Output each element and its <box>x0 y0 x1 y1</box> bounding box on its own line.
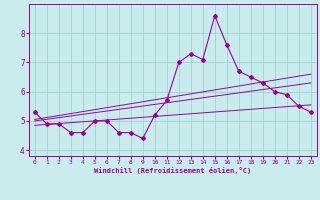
X-axis label: Windchill (Refroidissement éolien,°C): Windchill (Refroidissement éolien,°C) <box>94 167 252 174</box>
